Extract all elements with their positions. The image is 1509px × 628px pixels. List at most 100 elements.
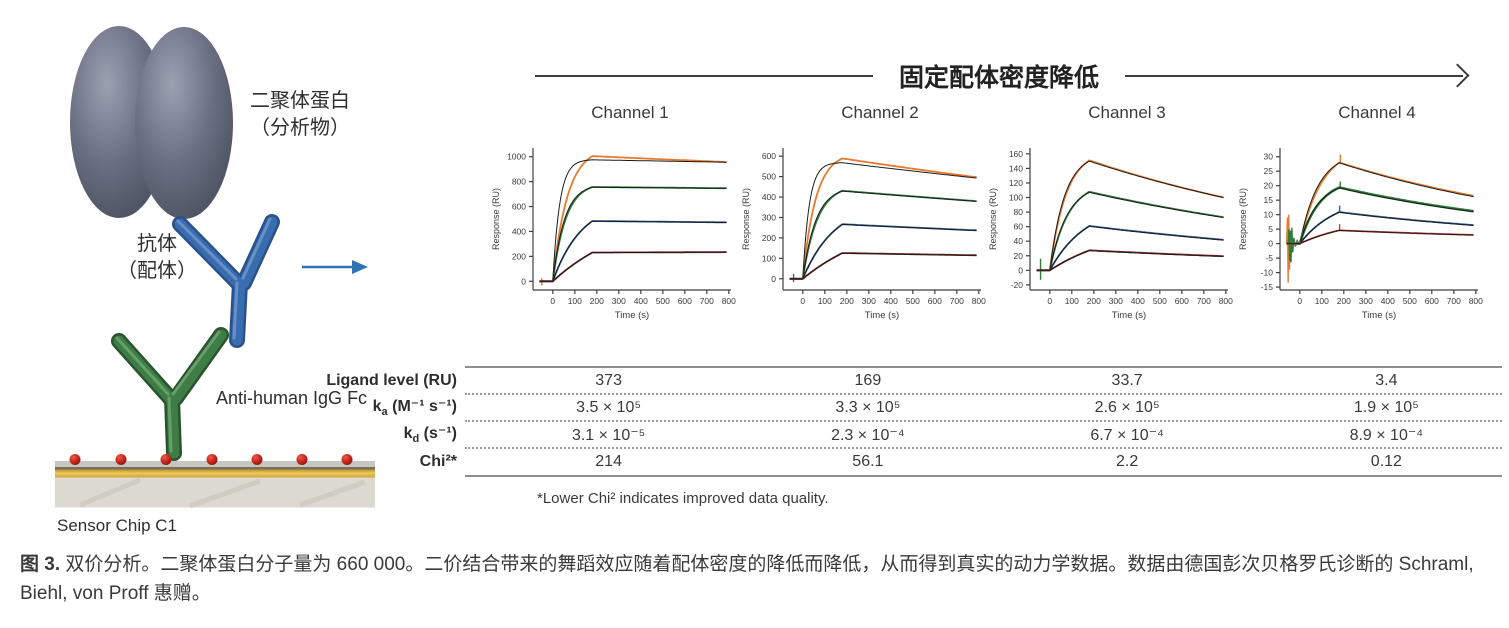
capture-antibody xyxy=(111,327,229,461)
row-values: 3.1 × 10⁻⁵ 2.3 × 10⁻⁴ 6.7 × 10⁻⁴ 8.9 × 10⁻⁴ xyxy=(465,425,1502,445)
row-values: 373 169 33.7 3.4 xyxy=(465,372,1502,390)
svg-text:400: 400 xyxy=(512,226,526,236)
svg-text:120: 120 xyxy=(1009,178,1023,188)
svg-text:800: 800 xyxy=(972,296,986,306)
svg-text:0: 0 xyxy=(800,296,805,306)
table-cell: 3.1 × 10⁻⁵ xyxy=(571,426,646,444)
table-cell: 8.9 × 10⁻⁴ xyxy=(1349,426,1424,444)
arrow-line-right-with-head xyxy=(1125,75,1464,77)
svg-text:700: 700 xyxy=(1447,296,1461,306)
svg-text:800: 800 xyxy=(722,296,736,306)
svg-text:10: 10 xyxy=(1264,210,1274,220)
table-cell: 2.6 × 10⁵ xyxy=(1094,398,1160,416)
svg-text:-10: -10 xyxy=(1261,268,1274,278)
svg-text:-15: -15 xyxy=(1261,282,1274,292)
sensorgram-chart: 0 100 200 300 400 500 600 0 100 200 300 400 500 600 70… xyxy=(737,136,989,336)
svg-text:160: 160 xyxy=(1009,149,1023,159)
row-label: Ligand level (RU) xyxy=(326,371,457,389)
svg-text:0: 0 xyxy=(771,274,776,284)
svg-text:0: 0 xyxy=(521,276,526,286)
svg-text:400: 400 xyxy=(762,192,776,202)
channel-title: Channel 3 xyxy=(1088,103,1166,122)
svg-text:200: 200 xyxy=(1087,296,1101,306)
svg-text:40: 40 xyxy=(1014,236,1024,246)
svg-text:Response (RU): Response (RU) xyxy=(988,188,998,250)
dimer-analyte-label: 二聚体蛋白 （分析物） xyxy=(250,90,350,139)
table-row: Chi²* 214 56.1 2.2 0.12 xyxy=(20,448,1502,475)
table-row: Ligand level (RU) 373 169 33.7 3.4 xyxy=(20,367,1502,394)
row-values: 3.5 × 10⁵ 3.3 × 10⁵ 2.6 × 10⁵ 1.9 × 10⁵ xyxy=(465,399,1502,417)
svg-text:300: 300 xyxy=(862,296,876,306)
svg-text:100: 100 xyxy=(762,253,776,263)
table-cell: 214 xyxy=(595,452,622,470)
table-cell: 2.2 xyxy=(1116,452,1139,470)
svg-text:500: 500 xyxy=(1153,296,1167,306)
svg-text:0: 0 xyxy=(1268,239,1273,249)
sensorgram-chart: 0 200 400 600 800 1000 0 100 200 300 400 500 600 700 8… xyxy=(487,136,739,336)
svg-text:100: 100 xyxy=(1065,296,1079,306)
svg-text:300: 300 xyxy=(762,212,776,222)
arrow-line-left xyxy=(535,75,873,77)
table-cell: 3.5 × 10⁵ xyxy=(576,398,642,416)
svg-text:Response (RU): Response (RU) xyxy=(1238,188,1248,250)
row-label: kd (s⁻¹) xyxy=(403,425,457,446)
table-rule-solid xyxy=(465,475,1502,477)
svg-text:700: 700 xyxy=(1197,296,1211,306)
svg-text:400: 400 xyxy=(1131,296,1145,306)
svg-text:500: 500 xyxy=(762,172,776,182)
table-cell: 0.12 xyxy=(1370,452,1402,470)
table-cell: 169 xyxy=(854,371,882,389)
table-cell: 1.9 × 10⁵ xyxy=(1353,398,1419,416)
svg-text:500: 500 xyxy=(906,296,920,306)
svg-text:5: 5 xyxy=(1268,224,1273,234)
ligand-density-label: 固定配体密度降低 xyxy=(899,64,1100,92)
svg-text:400: 400 xyxy=(634,296,648,306)
attachment-dots xyxy=(69,454,353,465)
channel-title: Channel 2 xyxy=(841,103,919,122)
svg-text:20: 20 xyxy=(1014,251,1024,261)
svg-text:300: 300 xyxy=(612,296,626,306)
anti-human-igg-label: Anti-human IgG Fc xyxy=(216,388,368,408)
table-rule-dotted xyxy=(465,393,1502,395)
svg-text:Response (RU): Response (RU) xyxy=(741,188,751,250)
svg-text:Time (s): Time (s) xyxy=(615,310,649,321)
ligand-antibody-label: 抗体 （配体） xyxy=(117,233,197,282)
table-cell: 2.3 × 10⁻⁴ xyxy=(831,426,905,444)
sensorgram-svg: 0 200 400 600 800 1000 0 100 200 300 400 500 600 700 8… xyxy=(491,148,736,321)
sensorgram-svg: 0 100 200 300 400 500 600 0 100 200 300 400 500 600 70… xyxy=(741,148,986,321)
svg-text:600: 600 xyxy=(512,202,526,212)
svg-text:300: 300 xyxy=(1359,296,1373,306)
table-row: ka (M⁻¹ s⁻¹) 3.5 × 10⁵ 3.3 × 10⁵ 2.6 × 10⁵ 1… xyxy=(20,394,1502,421)
table-cell: 3.4 xyxy=(1375,371,1398,389)
table-rule-dotted xyxy=(465,420,1502,422)
svg-text:100: 100 xyxy=(568,296,582,306)
svg-text:60: 60 xyxy=(1014,222,1024,232)
caption-text: 双价分析。二聚体蛋白分子量为 660 000。二价结合带来的舞蹈效应随着配体密度… xyxy=(20,554,1474,604)
svg-text:500: 500 xyxy=(1403,296,1417,306)
svg-text:0: 0 xyxy=(1047,296,1052,306)
svg-text:400: 400 xyxy=(1381,296,1395,306)
svg-text:Time (s): Time (s) xyxy=(1112,310,1146,321)
svg-text:600: 600 xyxy=(678,296,692,306)
sensor-chip-name: Sensor Chip C1 xyxy=(57,516,178,535)
svg-text:0: 0 xyxy=(1018,265,1023,275)
svg-text:200: 200 xyxy=(512,251,526,261)
svg-text:-5: -5 xyxy=(1265,253,1273,263)
table-cell: 373 xyxy=(595,371,622,389)
svg-text:-20: -20 xyxy=(1011,280,1024,290)
sensorgram-chart: -20 0 20 40 60 80 100 120 140 160 0 100 200 300 400 500… xyxy=(984,136,1236,336)
svg-text:300: 300 xyxy=(1109,296,1123,306)
svg-text:800: 800 xyxy=(1469,296,1483,306)
svg-text:80: 80 xyxy=(1014,207,1024,217)
svg-text:20: 20 xyxy=(1264,181,1274,191)
svg-text:100: 100 xyxy=(1009,193,1023,203)
sensor-surface xyxy=(55,461,375,509)
row-label: ka (M⁻¹ s⁻¹) xyxy=(372,398,457,419)
flow-arrow-icon xyxy=(302,260,368,274)
table-cell: 56.1 xyxy=(852,452,884,470)
svg-text:700: 700 xyxy=(700,296,714,306)
svg-text:600: 600 xyxy=(928,296,942,306)
table-cell: 33.7 xyxy=(1111,371,1143,389)
